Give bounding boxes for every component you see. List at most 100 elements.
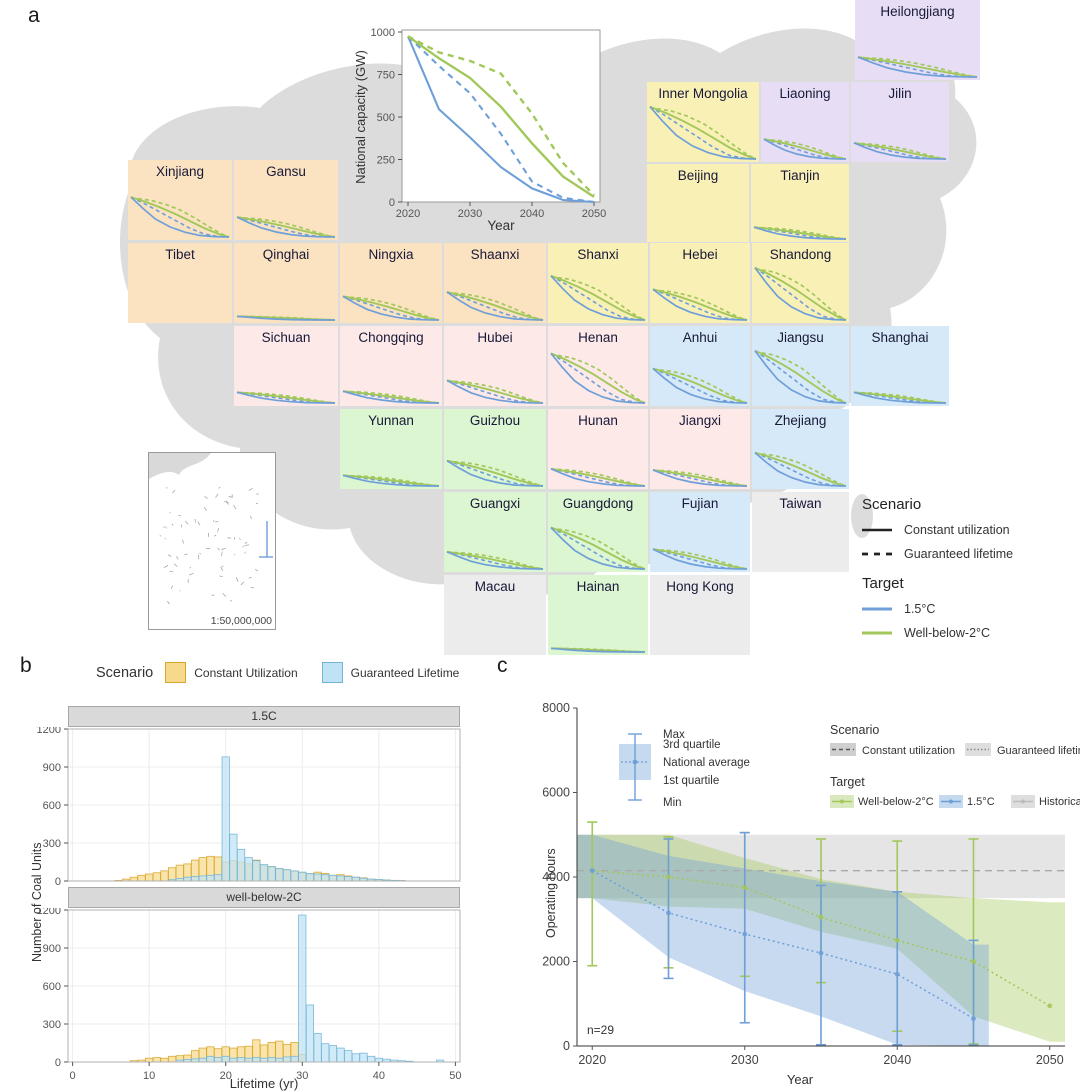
province-sparkline: [754, 266, 847, 321]
svg-text:2020: 2020: [578, 1053, 606, 1067]
province-tile-gansu: Gansu: [234, 160, 338, 240]
panel-b-legend: Scenario Constant Utilization Guaranteed…: [96, 662, 459, 683]
svg-text:Constant utilization: Constant utilization: [862, 745, 955, 757]
province-name: Hainan: [576, 579, 620, 594]
svg-text:10: 10: [143, 1070, 155, 1082]
b-legend-title: Scenario: [96, 664, 154, 681]
panel-a-legend: Scenario Constant utilization Guaranteed…: [862, 496, 1072, 650]
panel-b-label: b: [20, 654, 32, 677]
province-name: Gansu: [266, 164, 306, 179]
province-tile-hubei: Hubei: [444, 326, 546, 406]
b-legend-constant-label: Constant Utilization: [194, 665, 298, 680]
province-sparkline: [342, 390, 440, 404]
svg-text:1200: 1200: [37, 727, 61, 736]
svg-text:Min: Min: [663, 797, 682, 809]
province-sparkline: [652, 367, 748, 404]
svg-text:900: 900: [43, 762, 61, 774]
svg-text:Scenario: Scenario: [830, 723, 879, 737]
legend-constant-label: Constant utilization: [904, 523, 1010, 537]
guaranteed-swatch-icon: [321, 662, 343, 683]
province-tile-inner-mongolia: Inner Mongolia: [647, 82, 759, 162]
province-tile-heilongjiang: Heilongjiang: [855, 0, 980, 80]
hist-15c-svg: 0 300 600 900 1200: [37, 727, 461, 887]
svg-text:0: 0: [563, 1039, 570, 1053]
province-tile-ningxia: Ningxia: [340, 243, 442, 323]
province-name: Beijing: [677, 168, 719, 183]
province-tile-shandong: Shandong: [752, 243, 849, 323]
svg-text:Max: Max: [663, 729, 685, 741]
province-tile-fujian: Fujian: [650, 492, 750, 572]
b-xlabel: Lifetime (yr): [229, 1076, 299, 1091]
svg-text:300: 300: [43, 838, 61, 850]
province-sparkline: [754, 349, 847, 404]
province-tile-yunnan: Yunnan: [340, 409, 442, 489]
province-tile-macau: Macau: [444, 575, 546, 655]
province-name: Tibet: [165, 247, 195, 262]
province-tile-chongqing: Chongqing: [340, 326, 442, 406]
svg-text:2040: 2040: [883, 1053, 911, 1067]
legend-item-guaranteed: Guaranteed lifetime: [862, 547, 1072, 561]
province-name: Shaanxi: [470, 247, 520, 262]
province-sparkline: [652, 548, 748, 570]
province-tile-henan: Henan: [548, 326, 648, 406]
province-name: Shanghai: [871, 330, 929, 345]
sea-inset-map: 1:50,000,000: [148, 452, 276, 630]
facet-strip-wb2c: well-below-2C: [68, 887, 460, 908]
svg-text:750: 750: [377, 70, 395, 82]
province-name: Zhejiang: [774, 413, 827, 428]
svg-text:2050: 2050: [582, 208, 606, 220]
province-name: Shanxi: [577, 247, 619, 262]
province-sparkline: [550, 467, 646, 487]
province-name: Taiwan: [779, 496, 822, 511]
province-sparkline: [753, 226, 847, 240]
province-name: Jiangsu: [777, 330, 824, 345]
svg-text:Target: Target: [830, 775, 865, 789]
svg-text:1200: 1200: [37, 908, 61, 917]
province-name: Fujian: [681, 496, 719, 511]
province-tile-sichuan: Sichuan: [234, 326, 338, 406]
svg-text:Year: Year: [487, 218, 515, 233]
province-name: Chongqing: [358, 330, 424, 345]
province-tile-shanghai: Shanghai: [851, 326, 949, 406]
province-sparkline: [550, 647, 646, 653]
svg-text:1000: 1000: [371, 27, 395, 39]
svg-text:Historical: Historical: [1039, 796, 1080, 808]
province-sparkline: [853, 141, 947, 160]
national-inset-chart: 0 250 500 750 1000 2020 2030 2040 2050 National c…: [352, 22, 618, 236]
province-tile-jiangxi: Jiangxi: [650, 409, 750, 489]
panel-a-label: a: [28, 4, 40, 27]
province-name: Heilongjiang: [880, 4, 955, 19]
national-inset-svg: 0 250 500 750 1000 2020 2030 2040 2050 National c…: [353, 27, 606, 233]
province-sparkline: [550, 352, 646, 404]
svg-text:2050: 2050: [1036, 1053, 1064, 1067]
svg-text:0: 0: [55, 876, 61, 887]
province-name: Guangxi: [469, 496, 521, 511]
province-sparkline: [236, 391, 336, 404]
province-name: Ningxia: [368, 247, 414, 262]
svg-text:50: 50: [449, 1070, 461, 1082]
province-sparkline: [853, 391, 947, 404]
svg-text:8000: 8000: [542, 701, 570, 715]
svg-text:0: 0: [389, 197, 395, 209]
province-sparkline: [446, 291, 544, 321]
province-tile-tibet: Tibet: [128, 243, 232, 323]
province-name: Guizhou: [469, 413, 521, 428]
province-name: Jiangxi: [678, 413, 722, 428]
province-tile-tianjin: Tianjin: [751, 164, 849, 242]
province-tile-guangdong: Guangdong: [548, 492, 648, 572]
constant-swatch-icon: [165, 662, 187, 683]
province-sparkline: [550, 274, 646, 321]
province-name: Hebei: [682, 247, 718, 262]
province-name: Henan: [578, 330, 618, 345]
svg-text:250: 250: [377, 155, 395, 167]
svg-text:300: 300: [43, 1019, 61, 1031]
svg-text:Guaranteed lifetime: Guaranteed lifetime: [997, 745, 1080, 757]
province-name: Guangdong: [562, 496, 634, 511]
blue-line-icon: [862, 607, 892, 611]
svg-text:4000: 4000: [542, 870, 570, 884]
province-tile-hunan: Hunan: [548, 409, 648, 489]
svg-text:2040: 2040: [520, 208, 544, 220]
province-tiles: Heilongjiang Inner Mongolia Liaoning Jilin X…: [128, 0, 980, 655]
province-sparkline: [236, 216, 336, 238]
